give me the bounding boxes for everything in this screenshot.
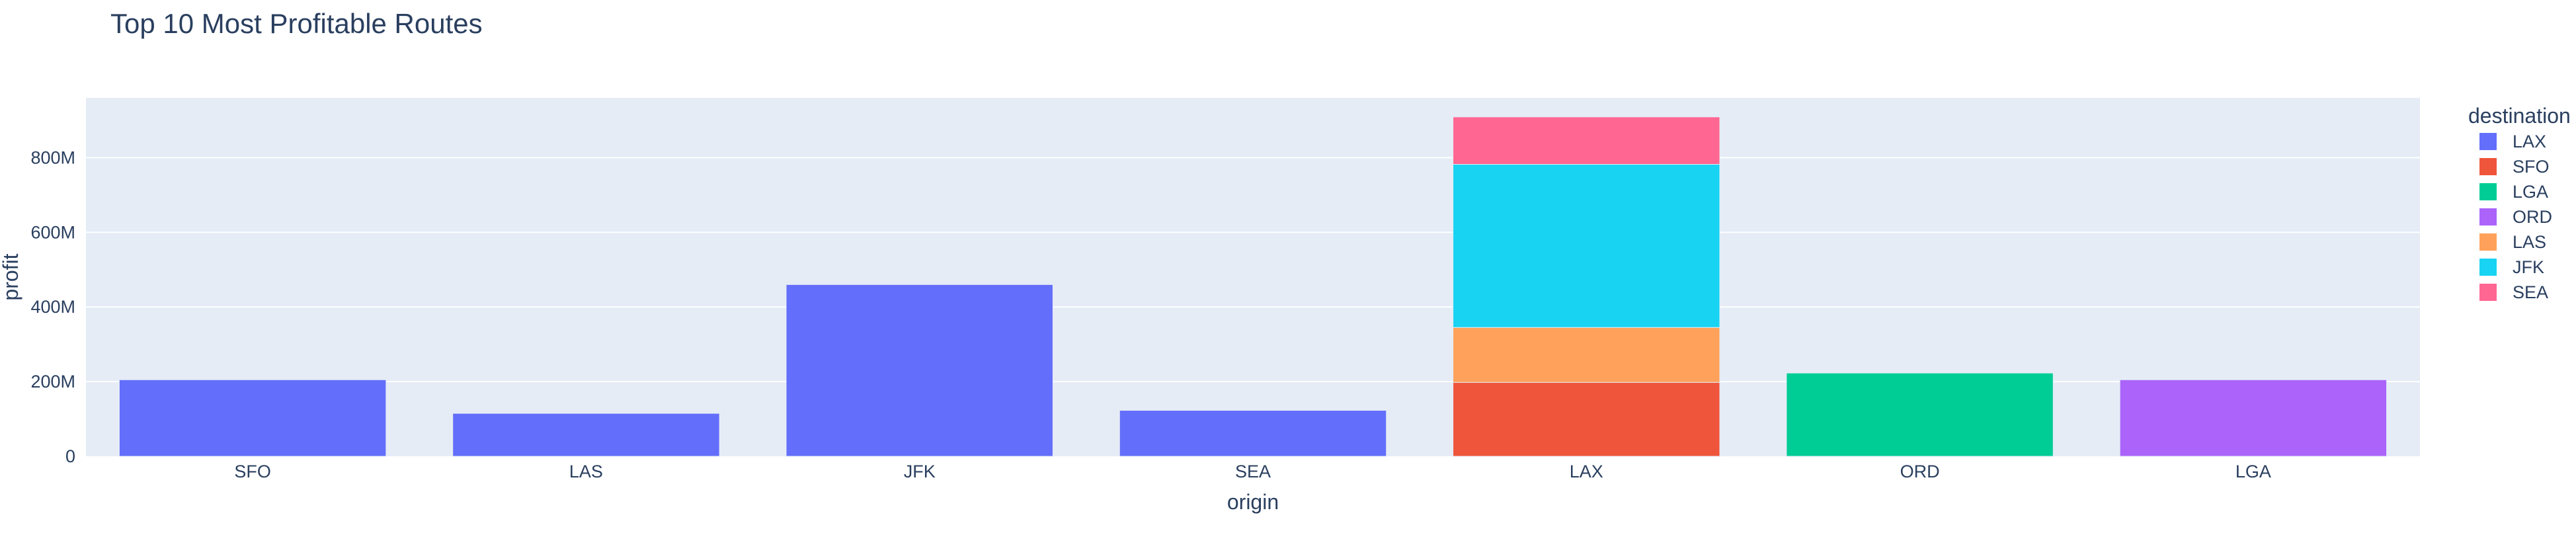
- x-tick-label: ORD: [1900, 462, 1940, 481]
- bar-jfk-lax: [785, 284, 1053, 457]
- x-tick-label: LAS: [569, 462, 603, 481]
- y-tick-label: 200M: [30, 372, 75, 391]
- bar-lax-sea: [1453, 116, 1720, 165]
- legend-label: JFK: [2513, 257, 2544, 277]
- bar-lax-jfk: [1453, 163, 1720, 328]
- legend-label: LAX: [2513, 132, 2546, 151]
- plot-area: [86, 98, 2420, 456]
- legend-swatch-ord: [2479, 208, 2497, 226]
- chart-title: Top 10 Most Profitable Routes: [110, 8, 483, 39]
- legend-label: SFO: [2513, 157, 2550, 177]
- legend-label: LGA: [2513, 182, 2548, 202]
- legend-label: ORD: [2513, 207, 2552, 227]
- y-tick-label: 600M: [30, 222, 75, 242]
- legend-swatch-sea: [2479, 284, 2497, 301]
- x-tick-labels: SFO LAS JFK SEA LAX ORD LGA: [234, 462, 2271, 481]
- y-tick-label: 400M: [30, 297, 75, 317]
- legend-swatch-sfo: [2479, 158, 2497, 175]
- y-tick-label: 0: [65, 446, 75, 466]
- legend-swatch-jfk: [2479, 259, 2497, 276]
- y-tick-label: 800M: [30, 147, 75, 167]
- bar-sfo-lax: [118, 379, 387, 457]
- legend-title: destination: [2468, 104, 2571, 128]
- legend-label: SEA: [2513, 282, 2548, 302]
- legend: destination LAX SFO LGA ORD LAS JFK SEA: [2468, 104, 2571, 302]
- bar-las-lax: [452, 413, 720, 457]
- bar-lga-ord: [2119, 379, 2388, 457]
- x-axis-title: origin: [1227, 490, 1279, 514]
- legend-swatch-lax: [2479, 133, 2497, 150]
- bar-sea-lax: [1119, 410, 1387, 457]
- x-tick-label: LGA: [2235, 462, 2271, 481]
- y-axis-title: profit: [0, 253, 22, 300]
- x-tick-label: SFO: [234, 462, 271, 481]
- legend-swatch-las: [2479, 233, 2497, 251]
- bar-lax-sfo: [1453, 382, 1720, 457]
- bar-lax-las: [1453, 327, 1720, 383]
- y-tick-labels: 0 200M 400M 600M 800M: [30, 147, 75, 466]
- x-tick-label: JFK: [904, 462, 936, 481]
- bars: [118, 116, 2388, 457]
- x-tick-label: SEA: [1235, 462, 1271, 481]
- bar-ord-lga: [1786, 372, 2054, 457]
- legend-swatch-lga: [2479, 183, 2497, 200]
- legend-label: LAS: [2513, 232, 2546, 252]
- x-tick-label: LAX: [1570, 462, 1603, 481]
